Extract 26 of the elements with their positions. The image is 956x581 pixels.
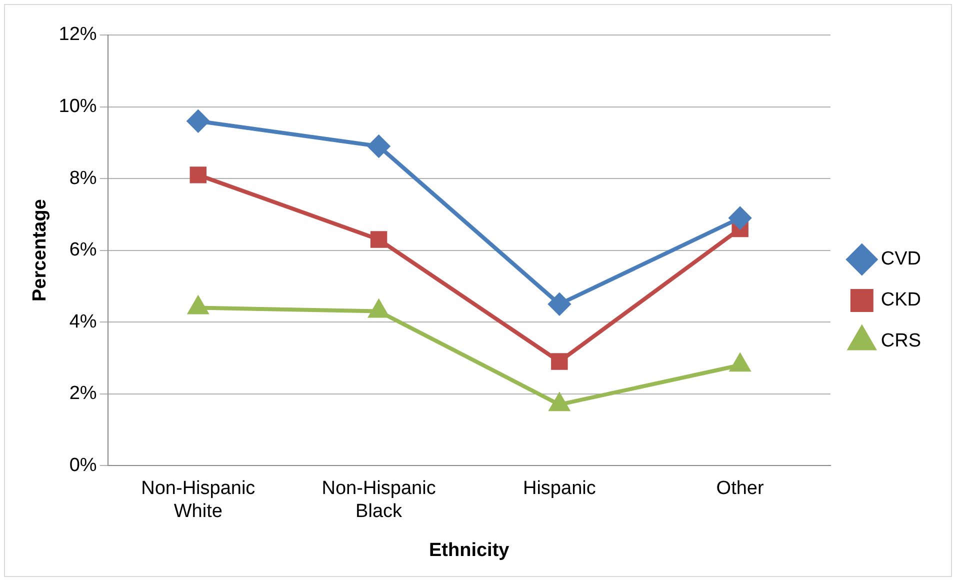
point [190, 166, 207, 184]
point [729, 207, 752, 230]
y-tick-label: 12% [58, 24, 97, 46]
point [368, 135, 390, 158]
x-axis-title: Ethnicity [428, 540, 510, 561]
x-tick-label: Other [716, 478, 764, 500]
y-tick-label: 10% [58, 96, 97, 117]
point [370, 231, 388, 248]
y-tick-label: 6% [69, 240, 97, 261]
point [187, 110, 210, 132]
y-tick-label: 2% [69, 383, 97, 404]
y-axis-title: Percentage [30, 199, 51, 302]
y-tick-label: 0% [69, 454, 97, 476]
point [550, 394, 570, 412]
point [368, 300, 389, 318]
point [188, 296, 208, 314]
legend-label: CRS [880, 330, 922, 352]
point [548, 293, 570, 316]
x-tick-label: Non-Hispanic White [141, 478, 256, 522]
y-tick-label: 8% [69, 168, 97, 189]
legend-label: CVD [880, 248, 922, 270]
y-tick-label: 4% [69, 311, 97, 332]
point [730, 354, 750, 372]
x-tick-label: Hispanic [522, 478, 596, 500]
legend-label: CKD [880, 290, 922, 311]
x-tick-label: Non-Hispanic Black [322, 478, 436, 522]
